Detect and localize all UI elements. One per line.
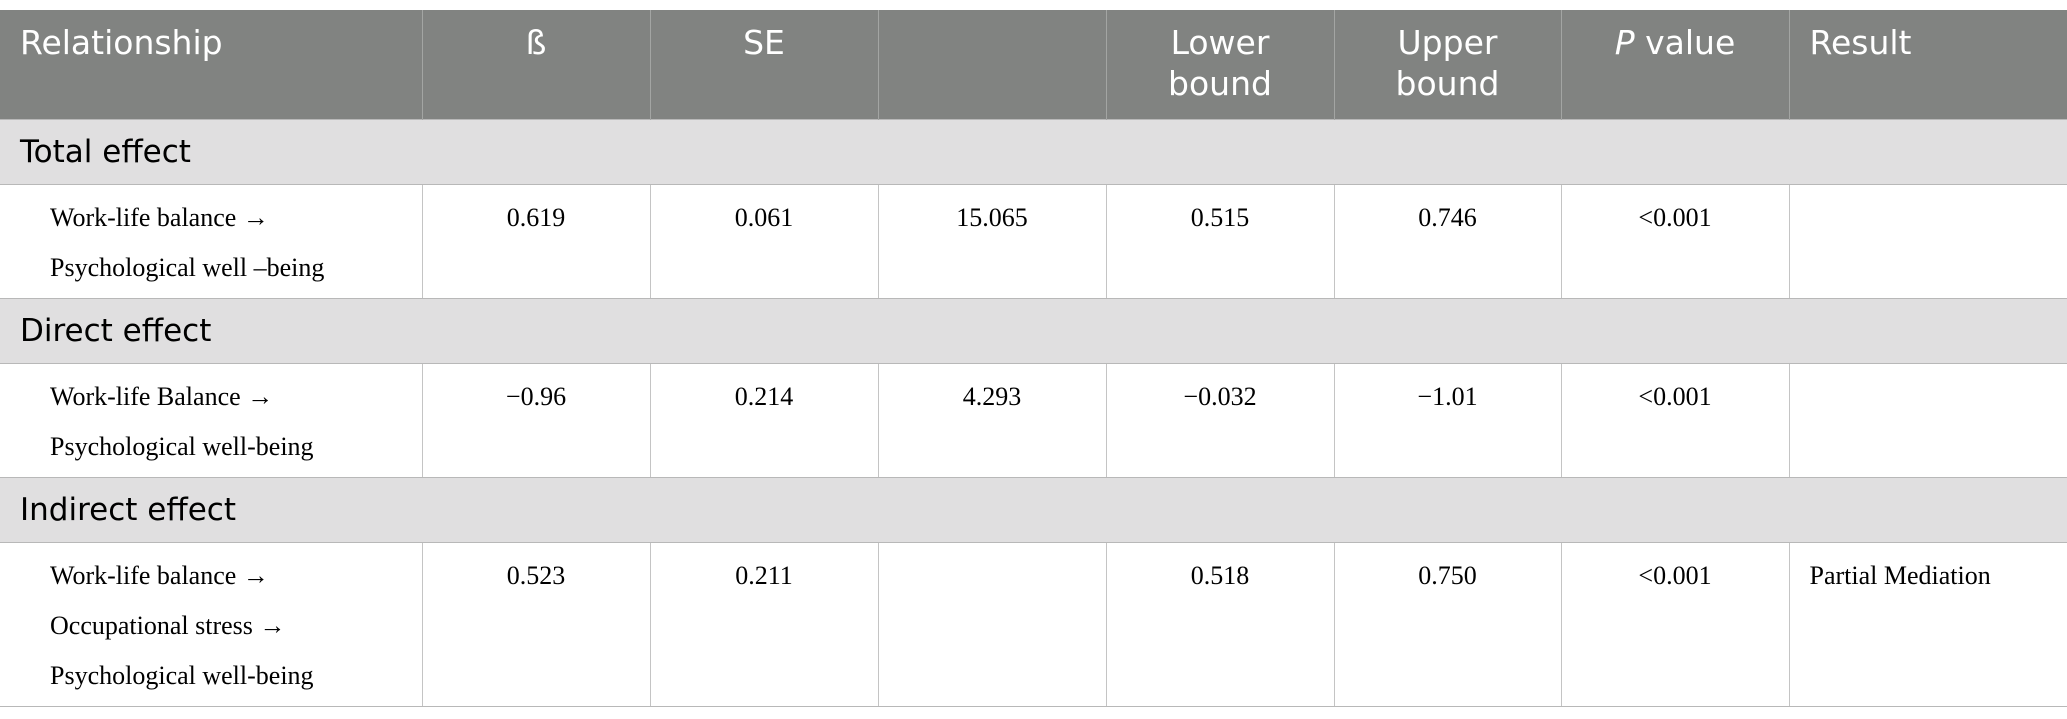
header-text: Upper bound xyxy=(1395,23,1500,103)
value-cell: 0.746 xyxy=(1333,184,1561,299)
value-cell: −0.032 xyxy=(1105,363,1334,478)
value-cell: <0.001 xyxy=(1560,542,1789,707)
relationship-line: Occupational stress → xyxy=(50,610,286,640)
value-cell: 0.515 xyxy=(1105,184,1334,299)
value-cell: Partial Mediation xyxy=(1788,542,2067,707)
value-cell: −1.01 xyxy=(1333,363,1561,478)
section-title: Indirect effect xyxy=(0,476,2067,543)
header-row: Relationship ß SE Lower bound Upper bound P v… xyxy=(0,10,2067,119)
relationship-line: Psychological well –being xyxy=(50,252,325,282)
header-cell: Result xyxy=(1788,10,2067,119)
value-cell: 4.293 xyxy=(877,363,1106,478)
cell-text: <0.001 xyxy=(1638,202,1712,232)
cell-text: <0.001 xyxy=(1638,560,1712,590)
cell-text: Partial Mediation xyxy=(1809,560,1991,590)
value-cell: 0.750 xyxy=(1333,542,1561,707)
value-cell: 15.065 xyxy=(877,184,1106,299)
value-cell xyxy=(1788,363,2067,478)
data-row: Work-life Balance → Psychological well-be… xyxy=(0,363,2067,478)
relationship-line: Psychological well-being xyxy=(50,431,314,461)
cell-text: 0.750 xyxy=(1418,560,1477,590)
relationship-line: Work-life balance → xyxy=(50,202,269,232)
results-table: Relationship ß SE Lower bound Upper bound P v… xyxy=(0,10,2067,707)
header-cell: ß xyxy=(421,10,650,119)
cell-text: 0.523 xyxy=(506,560,566,590)
value-cell: 0.523 xyxy=(421,542,650,707)
header-text: ß xyxy=(525,23,547,62)
value-cell: 0.518 xyxy=(1105,542,1334,707)
relationship-line: Work-life Balance → xyxy=(50,381,274,411)
section-row: Direct effect xyxy=(0,297,2067,364)
cell-text: 0.746 xyxy=(1418,202,1477,232)
table-body: Total effect Work-life balance → Psycholog… xyxy=(0,118,2067,707)
section-row: Indirect effect xyxy=(0,476,2067,543)
cell-text: 0.061 xyxy=(734,202,794,232)
cell-text: 4.293 xyxy=(962,381,1022,411)
relationship-line: Psychological well-being xyxy=(50,660,314,690)
value-cell: 0.211 xyxy=(649,542,878,707)
data-row: Work-life balance → Psychological well –b… xyxy=(0,184,2067,299)
section-title: Total effect xyxy=(0,118,2067,185)
value-cell: −0.96 xyxy=(421,363,650,478)
value-cell: 0.214 xyxy=(649,363,878,478)
header-cell: Lower bound xyxy=(1105,10,1334,119)
value-cell: <0.001 xyxy=(1560,184,1789,299)
cell-text: −0.96 xyxy=(505,381,567,411)
data-row: Work-life balance → Occupational stress →… xyxy=(0,542,2067,707)
header-text: P xyxy=(1614,23,1635,62)
cell-text: <0.001 xyxy=(1638,381,1712,411)
cell-text: 0.211 xyxy=(735,560,793,590)
cell-text: −1.01 xyxy=(1417,381,1478,411)
cell-text: 15.065 xyxy=(956,202,1028,232)
cell-text: −0.032 xyxy=(1183,381,1257,411)
header-cell: P value xyxy=(1560,10,1789,119)
header-text: Result xyxy=(1809,23,1912,62)
header-cell xyxy=(877,10,1106,119)
header-cell: Upper bound xyxy=(1333,10,1561,119)
section-title: Direct effect xyxy=(0,297,2067,364)
relationship-line: Work-life balance → xyxy=(50,560,269,590)
header-cell: SE xyxy=(649,10,878,119)
header-text: Lower bound xyxy=(1168,23,1272,103)
value-cell xyxy=(877,542,1106,707)
header-text: SE xyxy=(743,23,785,62)
header-text: value xyxy=(1645,23,1736,62)
relationship-cell: Work-life balance → Psychological well –b… xyxy=(0,184,422,299)
cell-text: 0.515 xyxy=(1190,202,1250,232)
value-cell xyxy=(1788,184,2067,299)
value-cell: 0.061 xyxy=(649,184,878,299)
cell-text: 0.619 xyxy=(506,202,566,232)
value-cell: <0.001 xyxy=(1560,363,1789,478)
relationship-cell: Work-life Balance → Psychological well-be… xyxy=(0,363,422,478)
relationship-cell: Work-life balance → Occupational stress →… xyxy=(0,542,422,707)
cell-text: 0.214 xyxy=(734,381,794,411)
header-text: Relationship xyxy=(20,23,223,62)
section-row: Total effect xyxy=(0,118,2067,185)
cell-text: 0.518 xyxy=(1190,560,1250,590)
header-cell: Relationship xyxy=(0,10,422,119)
value-cell: 0.619 xyxy=(421,184,650,299)
